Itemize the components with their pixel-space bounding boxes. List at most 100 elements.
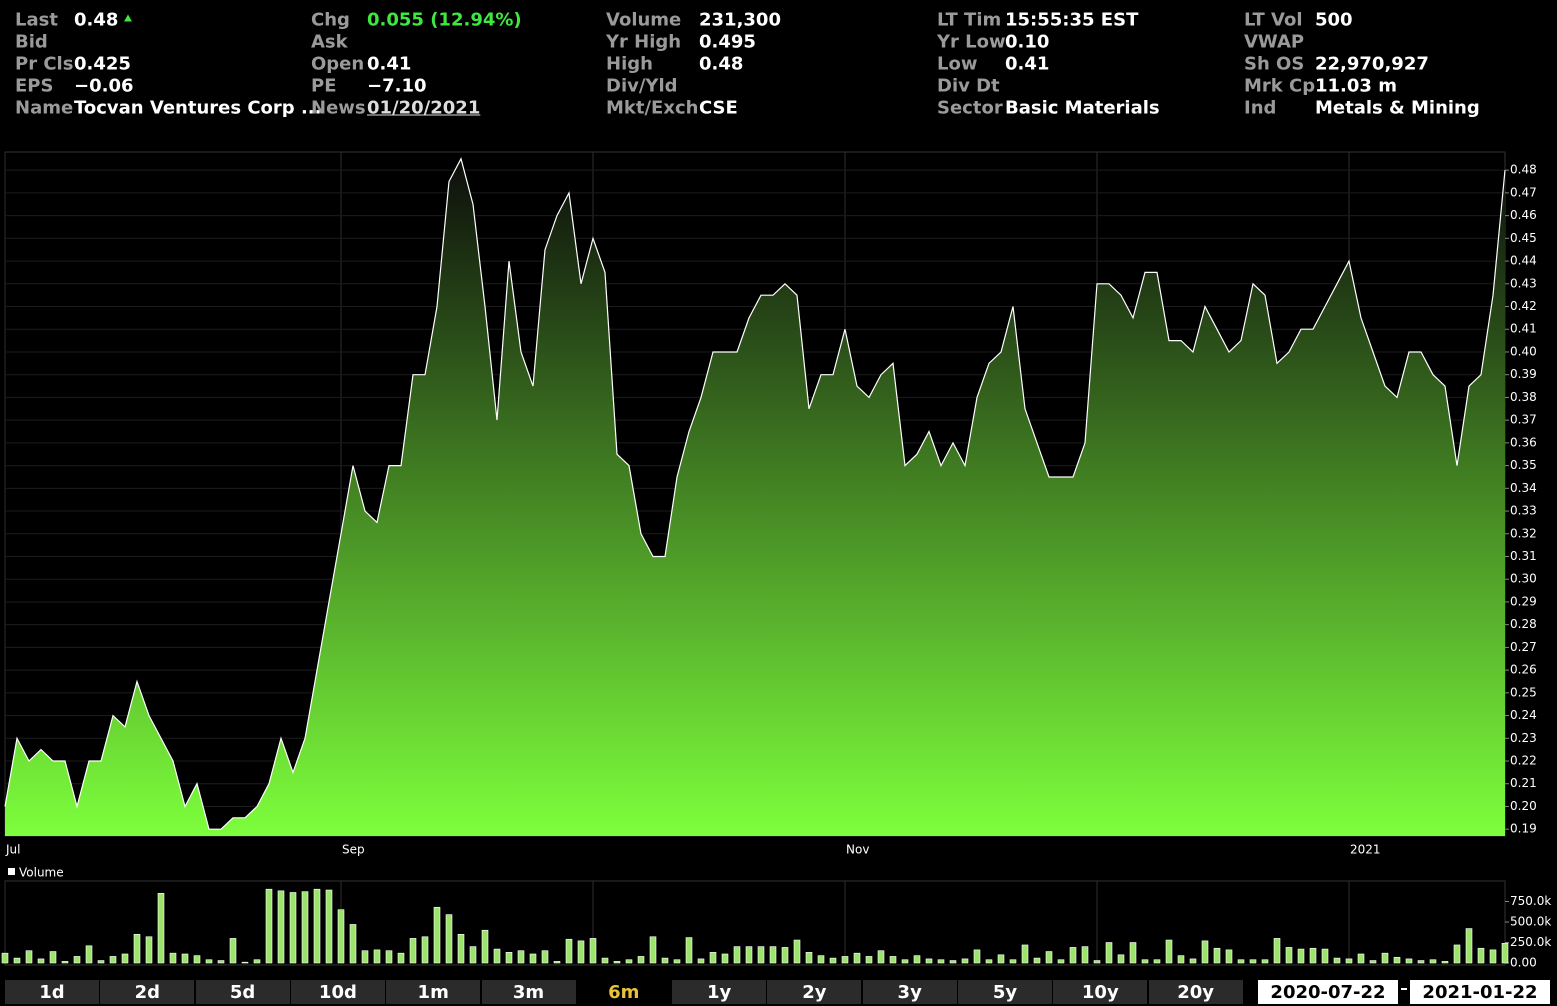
volume-bar [625, 959, 633, 964]
volume-bar [1393, 956, 1401, 964]
y-tick-label: 0.27 [1510, 640, 1537, 654]
end-date[interactable]: 2021-01-22 [1410, 980, 1550, 1004]
field-value: 231,300 [699, 9, 781, 31]
volume-bar [445, 914, 453, 964]
start-date[interactable]: 2020-07-22 [1258, 980, 1398, 1004]
y-tick-label: 0.28 [1510, 617, 1537, 631]
volume-bar [409, 938, 417, 964]
range-button[interactable]: 2y [767, 980, 862, 1004]
volume-bar [157, 892, 165, 964]
y-tick-label: 0.44 [1510, 254, 1537, 268]
range-button[interactable]: 10d [290, 980, 385, 1004]
volume-bar [637, 956, 645, 964]
y-tick-label: 0.36 [1510, 435, 1537, 449]
range-button[interactable]: 20y [1148, 980, 1243, 1004]
volume-bar [1045, 951, 1053, 964]
y-tick-label: 0.23 [1510, 731, 1537, 745]
range-button[interactable]: 6m [576, 980, 671, 1004]
volume-bar [1489, 949, 1497, 964]
y-tick-label: 0.19 [1510, 822, 1537, 836]
volume-bar [901, 959, 909, 964]
y-tick-label: 0.40 [1510, 344, 1537, 358]
legend-swatch [8, 868, 15, 875]
field-value[interactable]: 01/20/2021 [367, 97, 481, 119]
field-label: Pr Cls [15, 53, 74, 75]
y-tick-label: 0.21 [1510, 776, 1537, 790]
volume-bar [289, 892, 297, 964]
volume-bar [421, 936, 429, 964]
y-tick-label: 0.47 [1510, 185, 1537, 199]
volume-bar [805, 952, 813, 964]
volume-bar [337, 909, 345, 964]
volume-bar [1381, 952, 1389, 964]
volume-bar [769, 946, 777, 964]
volume-bar [37, 958, 45, 964]
y-tick-label: 0.20 [1510, 799, 1537, 813]
volume-panel [4, 880, 1506, 966]
field-value: 500 [1315, 9, 1353, 31]
range-button[interactable]: 3y [862, 980, 957, 1004]
volume-bar [1501, 943, 1509, 964]
volume-bar [469, 946, 477, 964]
volume-bar [1345, 958, 1353, 964]
y-tick-label: 0.45 [1510, 231, 1537, 245]
volume-bar [745, 946, 753, 964]
volume-bar [349, 924, 357, 964]
volume-bar [181, 953, 189, 964]
volume-bar [133, 933, 141, 964]
volume-bar [709, 952, 717, 964]
range-button[interactable]: 5d [195, 980, 290, 1004]
y-tick-label: 0.46 [1510, 208, 1537, 222]
y-tick-label: 0.35 [1510, 458, 1537, 472]
field-label: High [606, 53, 653, 75]
field-value: 0.10 [1005, 31, 1050, 53]
volume-bar [145, 936, 153, 964]
y-tick-label: 0.39 [1510, 367, 1537, 381]
field-label: Ask [311, 31, 348, 53]
range-button[interactable]: 3m [481, 980, 576, 1004]
range-button[interactable]: 1m [386, 980, 481, 1004]
volume-bar [685, 937, 693, 964]
volume-bar [1453, 944, 1461, 964]
volume-bar [49, 951, 57, 964]
field-value: 0.425 [74, 53, 131, 75]
field-label: Low [937, 53, 978, 75]
x-tick-label: 2021 [1350, 843, 1381, 857]
volume-bar [1033, 957, 1041, 964]
y-tick-label: 0.32 [1510, 526, 1537, 540]
y-tick-label: 0.33 [1510, 504, 1537, 518]
price-line [4, 157, 1506, 830]
range-button[interactable]: 1y [672, 980, 767, 1004]
volume-bar [1321, 948, 1329, 964]
volume-bar [373, 949, 381, 964]
field-label: EPS [15, 75, 54, 97]
volume-bar [793, 939, 801, 964]
field-value: 0.41 [1005, 53, 1050, 75]
y-tick-label: 0.37 [1510, 413, 1537, 427]
field-value: 11.03 m [1315, 75, 1397, 97]
volume-bar [1069, 947, 1077, 964]
volume-bar [505, 952, 513, 964]
volume-bar [1009, 959, 1017, 964]
field-value: 0.48 [699, 53, 744, 75]
field-value: −0.06 [74, 75, 134, 97]
volume-bar [877, 950, 885, 964]
volume-bar [817, 955, 825, 964]
range-button[interactable]: 2d [100, 980, 195, 1004]
field-label: LT Tim [937, 9, 1002, 31]
volume-bar [13, 957, 21, 964]
volume-bar [277, 890, 285, 964]
range-button[interactable]: 10y [1053, 980, 1148, 1004]
volume-bar [493, 948, 501, 964]
legend-label: Volume [19, 866, 64, 880]
volume-bar [601, 957, 609, 964]
y-tick-label: 0.34 [1510, 481, 1537, 495]
field-label: Yr High [606, 31, 682, 53]
range-button[interactable]: 1d [5, 980, 99, 1004]
volume-bar [1213, 947, 1221, 964]
volume-bar [265, 888, 273, 964]
volume-bar [1129, 942, 1137, 964]
range-button[interactable]: 5y [958, 980, 1052, 1004]
